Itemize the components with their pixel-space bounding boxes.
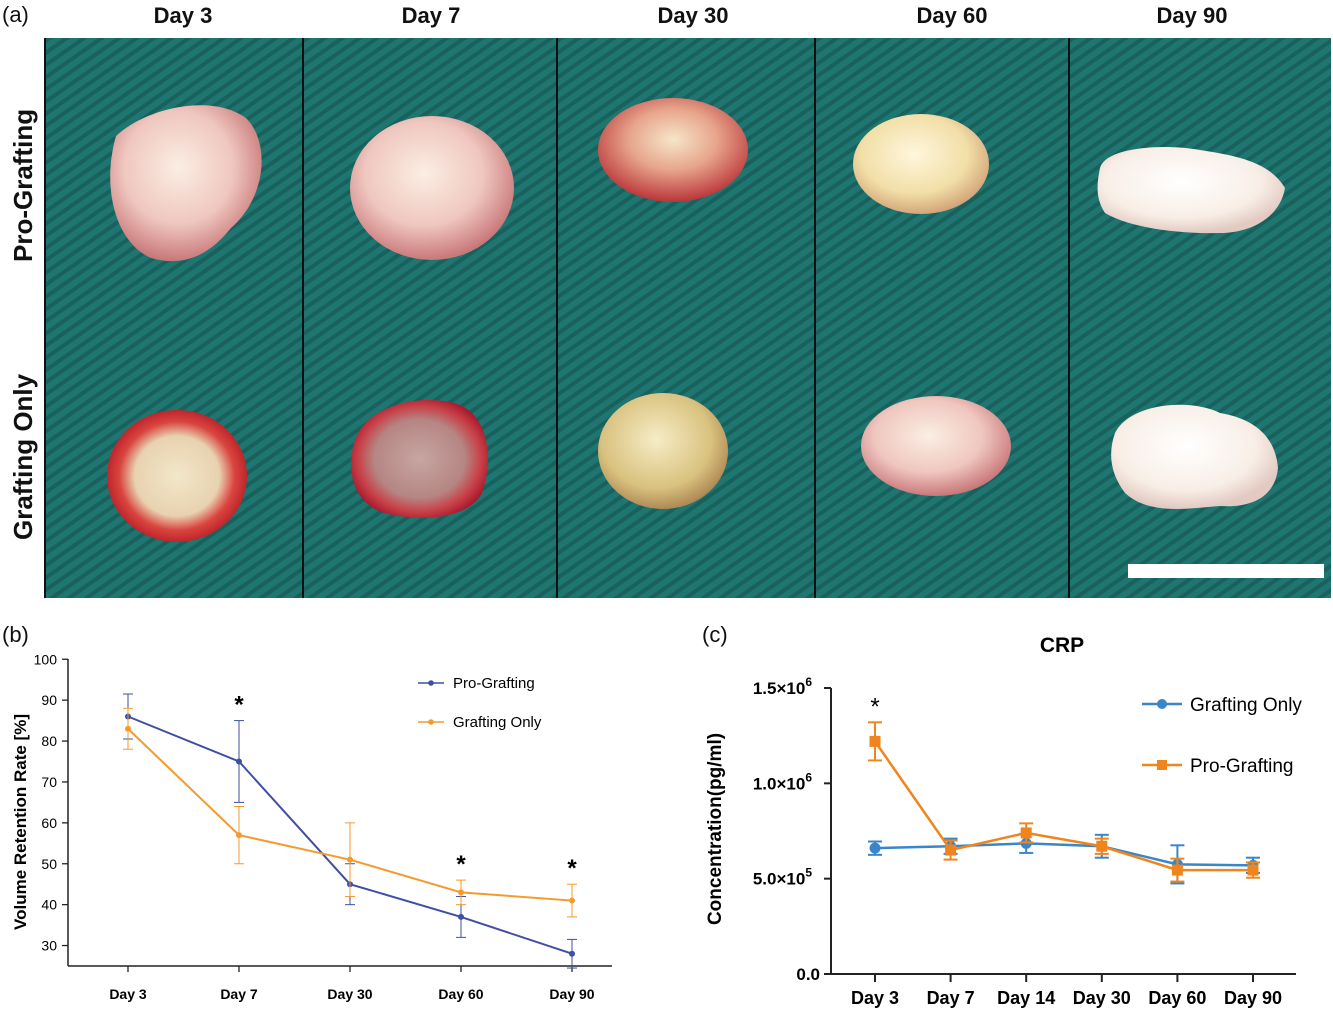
chart-c-legend-pro-grafting: Pro-Grafting	[1190, 756, 1293, 777]
chart-c-xtick-label: Day 7	[927, 988, 975, 1008]
chart-c-ytick-label: 1.5×106	[753, 675, 812, 698]
chart-b-significance-marker: *	[456, 851, 466, 878]
chart-c-title: CRP	[1040, 634, 1084, 657]
photo-day7	[304, 38, 556, 598]
volume-retention-chart: Volume Retention Rate [%] 30 40 50 60 70 80 90…	[11, 651, 612, 1002]
photo-day3	[46, 38, 302, 598]
column-label-day7: Day 7	[401, 3, 461, 28]
chart-b-point	[125, 725, 131, 732]
fat-graft-grafting-only-day7	[351, 399, 488, 518]
photo-day90	[1070, 38, 1331, 598]
chart-b-series-1	[123, 707, 577, 918]
chart-b-ytick-label: 90	[41, 692, 57, 708]
chart-b-legend-grafting-only: Grafting Only	[453, 714, 542, 731]
chart-b-ytick-label: 50	[41, 856, 57, 872]
chart-b-ytick-label: 40	[41, 897, 57, 913]
specimen-photo-grid	[44, 38, 1331, 598]
panel-label-a: (a)	[2, 2, 29, 27]
chart-b-ytick-label: 30	[41, 938, 57, 954]
chart-b-point	[569, 950, 575, 957]
row-label-grafting-only: Grafting Only	[8, 373, 38, 540]
chart-c-legend: Grafting Only Pro-Grafting	[1142, 695, 1302, 777]
chart-c-point	[1171, 864, 1183, 876]
chart-c-ytick-label: 1.0×106	[753, 770, 812, 793]
photo-day30	[558, 38, 814, 598]
chart-b-xtick-label: Day 3	[109, 986, 147, 1002]
chart-c-xtick-label: Day 30	[1073, 988, 1131, 1008]
chart-b-point	[347, 856, 353, 863]
chart-b-point	[236, 832, 242, 839]
chart-c-series-line	[874, 842, 1254, 867]
chart-b-point	[458, 913, 464, 920]
chart-c-legend-grafting-only: Grafting Only	[1190, 695, 1302, 716]
chart-b-significance-marker: *	[567, 855, 577, 882]
chart-c-point	[869, 842, 881, 854]
chart-b-xtick-label: Day 90	[549, 986, 594, 1002]
column-label-day30: Day 30	[657, 3, 729, 28]
chart-b-significance-marker: *	[234, 692, 244, 719]
column-label-day90: Day 90	[1156, 3, 1228, 28]
chart-b-ylabel: Volume Retention Rate [%]	[11, 714, 30, 930]
chart-c-xtick-label: Day 90	[1224, 988, 1282, 1008]
fat-graft-grafting-only-day30	[598, 393, 728, 509]
panel-label-b: (b)	[2, 622, 29, 647]
chart-c-significance-marker: *	[870, 693, 879, 720]
chart-c-point	[1020, 827, 1032, 839]
chart-b-xtick-label: Day 7	[220, 986, 258, 1002]
chart-c-ytick-label: 0.0	[796, 965, 820, 984]
chart-b-ytick-label: 60	[41, 815, 57, 831]
chart-b-ytick-label: 100	[34, 651, 58, 667]
chart-c-point	[869, 735, 881, 747]
chart-c-series-0	[868, 832, 1260, 885]
crp-chart: CRP Concentration(pg/ml) 0.0 5.0×105 1.0×1…	[705, 634, 1302, 1008]
scale-bar	[1128, 564, 1324, 578]
chart-c-ylabel: Concentration(pg/ml)	[705, 733, 726, 925]
chart-c-xtick-label: Day 60	[1148, 988, 1206, 1008]
chart-b-xtick-label: Day 60	[438, 986, 483, 1002]
chart-b-legend-pro-grafting: Pro-Grafting	[453, 675, 535, 692]
fat-graft-grafting-only-day3	[107, 410, 247, 542]
fat-graft-pro-day90	[1097, 147, 1285, 234]
chart-c-xtick-label: Day 14	[997, 988, 1055, 1008]
chart-c-series-line	[873, 740, 1253, 872]
chart-c-series-1	[868, 721, 1260, 883]
chart-b-ytick-label: 80	[41, 733, 57, 749]
column-label-day60: Day 60	[916, 3, 988, 28]
row-label-pro-grafting: Pro-Grafting	[8, 108, 38, 262]
chart-c-xtick-label: Day 3	[851, 988, 899, 1008]
chart-b-ytick-label: 70	[41, 774, 57, 790]
column-label-day3: Day 3	[153, 3, 213, 28]
chart-b-xtick-label: Day 30	[327, 986, 372, 1002]
fat-graft-pro-day30	[598, 98, 748, 202]
fat-graft-pro-day60	[853, 114, 989, 214]
fat-graft-grafting-only-day90	[1111, 404, 1278, 509]
photo-day60	[816, 38, 1068, 598]
fat-graft-pro-day7	[350, 116, 514, 260]
chart-c-point	[945, 844, 957, 856]
fat-graft-grafting-only-day60	[861, 396, 1011, 496]
chart-b-legend: Pro-Grafting Grafting Only	[418, 675, 542, 731]
chart-b-point	[569, 897, 575, 904]
chart-c-ytick-label: 5.0×105	[753, 866, 812, 889]
chart-b-point	[458, 889, 464, 896]
panel-label-c: (c)	[702, 622, 728, 647]
chart-c-point	[1247, 864, 1259, 876]
chart-c-point	[1096, 840, 1108, 852]
chart-b-point	[236, 758, 242, 765]
fat-graft-pro-day3	[110, 105, 262, 262]
